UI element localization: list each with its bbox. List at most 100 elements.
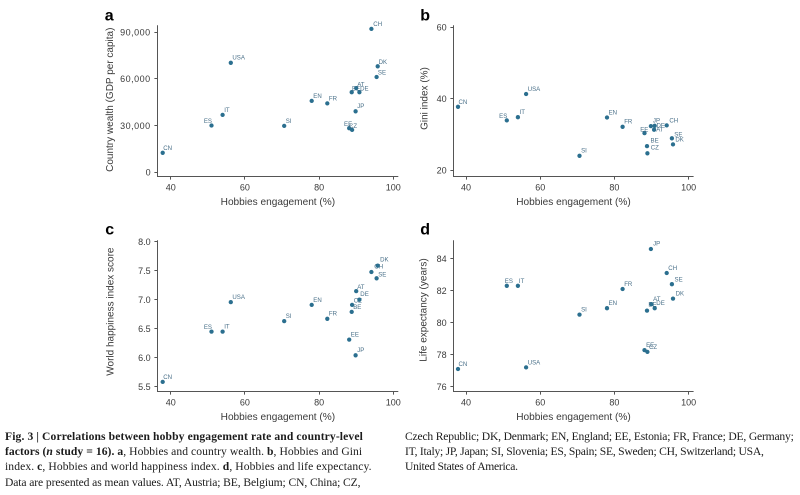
svg-text:80: 80 — [437, 318, 447, 328]
svg-text:AT: AT — [656, 127, 664, 134]
svg-text:Hobbies engagement (%): Hobbies engagement (%) — [516, 412, 630, 423]
svg-text:40: 40 — [166, 183, 176, 193]
svg-text:FR: FR — [329, 311, 338, 318]
svg-text:JP: JP — [653, 241, 660, 248]
svg-text:60: 60 — [437, 22, 447, 32]
svg-text:80: 80 — [314, 398, 324, 408]
svg-text:EN: EN — [313, 297, 321, 304]
svg-text:20: 20 — [437, 165, 447, 175]
svg-text:JP: JP — [357, 103, 364, 110]
svg-text:100: 100 — [681, 398, 696, 408]
svg-text:FR: FR — [624, 281, 633, 288]
svg-text:SE: SE — [378, 272, 386, 279]
svg-text:BE: BE — [353, 304, 361, 311]
svg-text:USA: USA — [528, 86, 541, 93]
svg-text:60: 60 — [240, 398, 250, 408]
svg-text:DK: DK — [380, 257, 388, 264]
svg-text:AT: AT — [357, 81, 365, 88]
svg-text:Life expectancy (years): Life expectancy (years) — [419, 258, 430, 361]
svg-text:7.0: 7.0 — [138, 295, 151, 305]
svg-text:DE: DE — [657, 122, 665, 129]
svg-text:BE: BE — [651, 137, 659, 144]
svg-text:Country wealth (GDP per capita: Country wealth (GDP per capita) — [105, 28, 116, 172]
svg-text:SI: SI — [286, 313, 292, 320]
svg-text:EE: EE — [351, 332, 359, 339]
svg-text:IT: IT — [224, 107, 230, 114]
svg-text:IT: IT — [520, 109, 526, 116]
svg-text:60,000: 60,000 — [120, 74, 151, 84]
svg-text:EN: EN — [609, 300, 617, 307]
svg-text:USA: USA — [528, 359, 541, 366]
svg-text:100: 100 — [386, 183, 401, 193]
svg-text:EE: EE — [344, 121, 352, 128]
svg-text:IT: IT — [224, 324, 230, 331]
svg-text:d: d — [420, 222, 430, 239]
svg-text:ES: ES — [204, 118, 212, 125]
svg-text:7.5: 7.5 — [138, 266, 151, 276]
svg-text:CZ: CZ — [349, 123, 357, 130]
svg-text:Hobbies engagement (%): Hobbies engagement (%) — [221, 197, 335, 208]
svg-text:CN: CN — [163, 374, 172, 381]
svg-text:SI: SI — [581, 307, 587, 314]
svg-text:IT: IT — [519, 278, 525, 285]
svg-text:SE: SE — [675, 276, 683, 283]
svg-text:SI: SI — [286, 118, 292, 125]
svg-text:c: c — [105, 222, 114, 239]
svg-text:FR: FR — [329, 95, 338, 102]
svg-text:EE: EE — [640, 127, 648, 134]
svg-text:CH: CH — [669, 117, 678, 124]
svg-text:SE: SE — [378, 70, 386, 77]
svg-text:ES: ES — [505, 278, 513, 285]
svg-text:ES: ES — [204, 324, 212, 331]
svg-text:40: 40 — [437, 94, 447, 104]
svg-text:40: 40 — [461, 183, 471, 193]
svg-text:USA: USA — [232, 294, 245, 301]
svg-text:SE: SE — [674, 131, 682, 138]
svg-text:40: 40 — [166, 398, 176, 408]
svg-text:DK: DK — [379, 59, 387, 66]
svg-text:CH: CH — [668, 265, 677, 272]
svg-text:SI: SI — [581, 148, 587, 155]
svg-text:78: 78 — [437, 350, 447, 360]
svg-text:CZ: CZ — [651, 145, 659, 152]
svg-text:82: 82 — [437, 286, 447, 296]
svg-text:CN: CN — [163, 145, 172, 152]
svg-text:Hobbies engagement (%): Hobbies engagement (%) — [516, 197, 630, 208]
svg-text:5.5: 5.5 — [138, 382, 151, 392]
svg-text:Hobbies engagement (%): Hobbies engagement (%) — [221, 412, 335, 423]
svg-text:AT: AT — [653, 296, 661, 303]
svg-text:0: 0 — [146, 167, 151, 177]
svg-text:84: 84 — [437, 254, 447, 264]
svg-text:ES: ES — [499, 113, 507, 120]
svg-text:JP: JP — [653, 118, 660, 125]
svg-text:EN: EN — [609, 109, 617, 116]
svg-text:76: 76 — [437, 382, 447, 392]
svg-text:DK: DK — [676, 290, 684, 297]
svg-text:60: 60 — [240, 183, 250, 193]
svg-text:AT: AT — [357, 284, 365, 291]
svg-text:DK: DK — [675, 137, 683, 144]
svg-text:6.0: 6.0 — [138, 353, 151, 363]
svg-text:60: 60 — [535, 398, 545, 408]
svg-text:90,000: 90,000 — [120, 28, 151, 38]
svg-text:JP: JP — [357, 347, 364, 354]
svg-text:30,000: 30,000 — [120, 121, 151, 131]
svg-text:CZ: CZ — [649, 344, 657, 351]
svg-text:60: 60 — [535, 183, 545, 193]
svg-text:EE: EE — [646, 342, 654, 349]
svg-text:100: 100 — [681, 183, 696, 193]
svg-text:CN: CN — [459, 361, 468, 368]
svg-text:DE: DE — [360, 86, 368, 93]
svg-text:Gini index (%): Gini index (%) — [419, 67, 430, 130]
svg-text:100: 100 — [386, 398, 401, 408]
svg-text:DE: DE — [656, 300, 664, 307]
svg-text:World happiness index score: World happiness index score — [105, 247, 116, 376]
svg-text:40: 40 — [461, 398, 471, 408]
svg-text:8.0: 8.0 — [138, 237, 151, 247]
svg-text:6.5: 6.5 — [138, 324, 151, 334]
svg-text:80: 80 — [609, 398, 619, 408]
svg-text:80: 80 — [314, 183, 324, 193]
svg-text:CN: CN — [459, 99, 468, 106]
svg-text:USA: USA — [232, 55, 245, 62]
svg-text:a: a — [105, 8, 114, 25]
